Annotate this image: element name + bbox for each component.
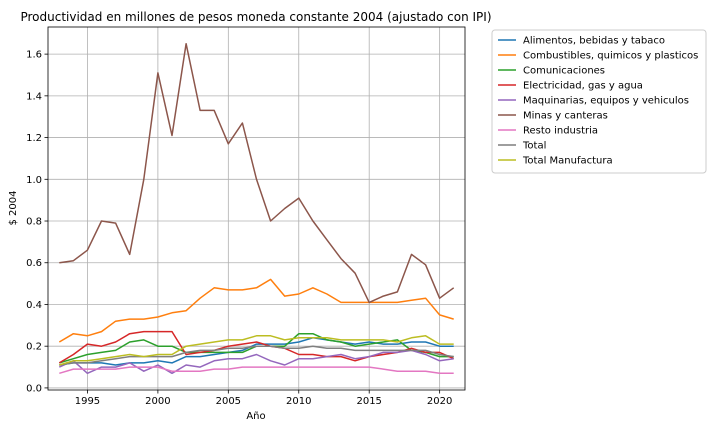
legend-label: Electricidad, gas y agua: [523, 81, 643, 92]
series-line: [59, 335, 454, 366]
y-tick-label: 0.2: [26, 342, 42, 353]
chart-title: Productividad en millones de pesos moned…: [20, 10, 491, 24]
axes: 1995 2000 2005 2010 2015 2020 0.0 0.2 0.4 0.6 0.8 1…: [26, 26, 466, 407]
legend-label: Comunicaciones: [523, 66, 605, 77]
y-tick-label: 0.8: [26, 217, 42, 228]
legend-frame: [491, 29, 707, 174]
legend-label: Minas y canteras: [523, 111, 608, 122]
y-tick-label: 0.4: [26, 300, 42, 311]
series-line: [58, 278, 454, 343]
y-tick-label: 1.4: [26, 91, 42, 102]
series-line: [59, 345, 454, 366]
x-tick-label: 2000: [145, 396, 170, 407]
legend-label: Total Manufactura: [522, 156, 613, 167]
legend-label: Combustibles, quimicos y plasticos: [523, 51, 698, 62]
x-tick-label: 2010: [286, 396, 311, 407]
y-tick-label: 1.2: [26, 133, 42, 144]
legend: Alimentos, bebidas y tabaco Combustibles,…: [491, 29, 707, 174]
x-tick-label: 2020: [427, 396, 452, 407]
gridlines: [48, 27, 465, 390]
y-tick-label: 0.6: [26, 258, 42, 269]
legend-label: Alimentos, bebidas y tabaco: [523, 36, 665, 47]
legend-label: Total: [522, 141, 546, 152]
x-tick-label: 2005: [216, 396, 241, 407]
series-line: [58, 330, 455, 364]
legend-label: Maquinarias, equipos y vehiculos: [523, 96, 689, 107]
legend-label: Resto industria: [523, 126, 598, 137]
series-line: [59, 366, 454, 375]
series-line: [58, 349, 454, 375]
y-axis-label: $ 2004: [8, 191, 19, 226]
series-line: [59, 42, 455, 304]
y-tick-label: 1.6: [26, 50, 42, 61]
plot-frame: [47, 26, 466, 391]
y-tick-label: 0.0: [26, 383, 42, 394]
x-tick-label: 1995: [75, 396, 100, 407]
x-axis-label: Año: [246, 411, 265, 422]
series-lines: [58, 42, 455, 375]
y-tick-label: 1.0: [26, 175, 42, 186]
x-tick-label: 2015: [356, 396, 381, 407]
